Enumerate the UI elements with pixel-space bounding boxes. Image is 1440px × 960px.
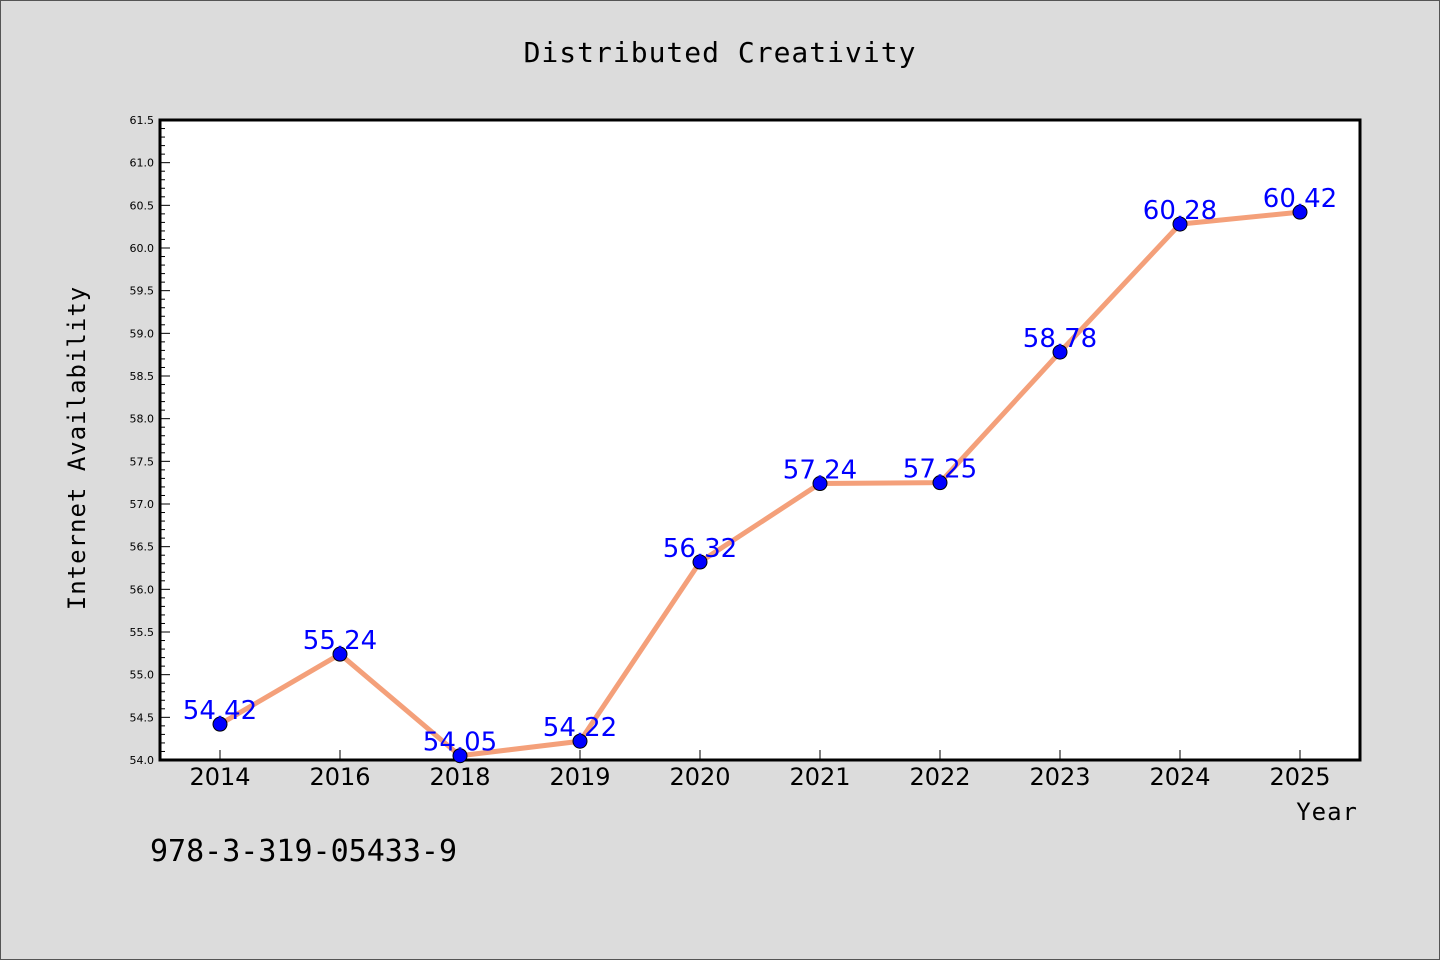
y-tick-label: 61.5 xyxy=(130,114,155,127)
series-line xyxy=(218,209,1301,759)
y-tick-label: 54.0 xyxy=(130,754,155,767)
y-tick-label: 58.5 xyxy=(130,370,155,383)
y-tick-label: 57.5 xyxy=(130,455,155,468)
y-tick-label: 55.5 xyxy=(130,626,155,639)
data-label: 54.42 xyxy=(183,696,257,726)
x-tick-label: 2018 xyxy=(429,763,490,791)
y-tick-label: 58.0 xyxy=(130,413,155,426)
y-tick-label: 59.5 xyxy=(130,285,155,298)
x-tick-label: 2023 xyxy=(1029,763,1090,791)
y-tick-label: 56.0 xyxy=(130,583,155,596)
x-tick-label: 2016 xyxy=(309,763,370,791)
x-tick-label: 2021 xyxy=(789,763,850,791)
y-axis-label: Internet Availability xyxy=(63,286,91,610)
data-point xyxy=(1052,344,1068,360)
data-label: 57.24 xyxy=(783,456,857,486)
series-markers xyxy=(212,204,1308,764)
x-tick-label: 2022 xyxy=(909,763,970,791)
data-label: 60.28 xyxy=(1143,196,1217,226)
chart-title: Distributed Creativity xyxy=(523,36,917,69)
data-point xyxy=(1172,216,1188,232)
x-axis-label: Year xyxy=(1296,798,1358,826)
x-tick-label: 2024 xyxy=(1149,763,1210,791)
data-label: 58.78 xyxy=(1023,324,1097,354)
data-labels: 54.42 55.24 54.05 54.22 56.32 57.24 57.25 58.78… xyxy=(183,184,1337,758)
y-tick-label: 55.0 xyxy=(130,669,155,682)
data-point xyxy=(812,476,828,492)
data-label: 54.05 xyxy=(423,728,497,758)
data-label: 57.25 xyxy=(903,455,977,485)
data-point xyxy=(212,716,228,732)
data-label: 55.24 xyxy=(303,626,377,656)
y-tick-label: 54.5 xyxy=(130,711,155,724)
data-point xyxy=(452,748,468,764)
x-tick-label: 2019 xyxy=(549,763,610,791)
data-label: 56.32 xyxy=(663,534,737,564)
data-point xyxy=(1292,204,1308,220)
y-tick-label: 56.5 xyxy=(130,541,155,554)
x-axis-ticks: 2014 2016 2018 2019 2020 2021 2022 2023 2024 2025 xyxy=(189,750,1331,791)
data-point xyxy=(692,554,708,570)
y-tick-label: 59.0 xyxy=(130,327,155,340)
data-label: 60.42 xyxy=(1263,184,1337,214)
plot-area xyxy=(158,118,1362,762)
isbn-footer: 978-3-319-05433-9 xyxy=(150,834,458,869)
x-tick-label: 2020 xyxy=(669,763,730,791)
y-tick-label: 60.0 xyxy=(130,242,155,255)
x-tick-label: 2014 xyxy=(189,763,250,791)
y-tick-label: 61.0 xyxy=(130,157,155,170)
x-tick-label: 2025 xyxy=(1269,763,1330,791)
y-axis-ticks: 54.0 54.5 55.0 55.5 56.0 56.5 57.0 57.5 58.0 58.5… xyxy=(130,114,170,767)
y-tick-label: 60.5 xyxy=(130,199,155,212)
y-tick-label: 57.0 xyxy=(130,498,155,511)
data-point xyxy=(332,646,348,662)
data-label: 54.22 xyxy=(543,713,617,743)
data-point xyxy=(932,475,948,491)
data-point xyxy=(572,733,588,749)
